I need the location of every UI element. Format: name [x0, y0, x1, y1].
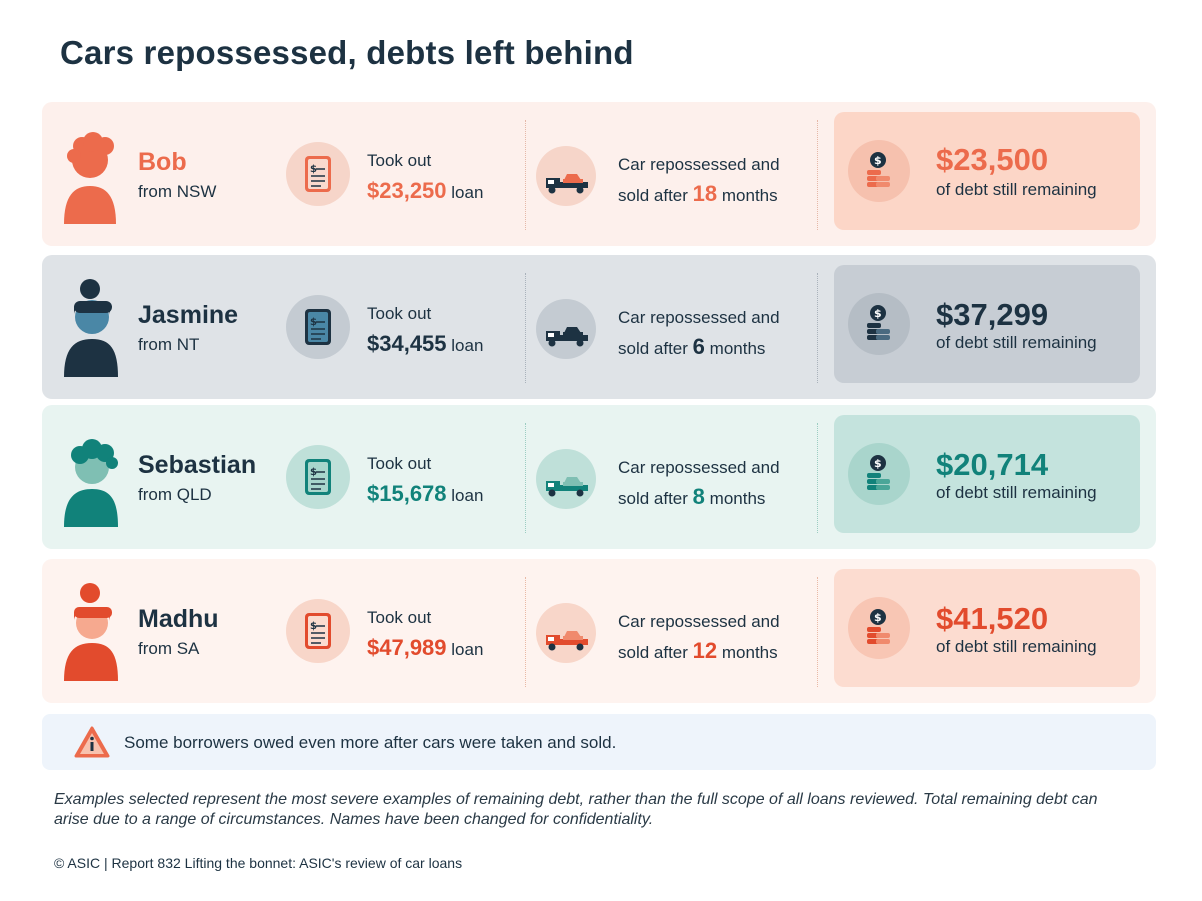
repossession-line: Car repossessed and — [618, 458, 780, 477]
svg-text:$: $ — [874, 307, 882, 320]
loan-info: Took out $15,678 loan — [367, 449, 483, 511]
debt-label: of debt still remaining — [936, 483, 1097, 502]
repossession-info: Car repossessed and sold after 8 months — [618, 453, 780, 513]
person-icon — [60, 277, 128, 377]
loan-amount: $34,455 — [367, 331, 447, 356]
months-label: months — [721, 643, 778, 662]
remaining-debt-box: $ $23,500 of debt still remaining — [834, 112, 1140, 230]
borrower-card-sebastian: Sebastian from QLD $ Took out $15,678 lo… — [42, 405, 1156, 549]
warning-icon — [74, 726, 110, 763]
person-icon — [60, 581, 128, 681]
borrower-card-madhu: Madhu from SA $ Took out $47,989 loan Ca… — [42, 559, 1156, 703]
divider — [525, 273, 526, 383]
coin-stack-icon: $ — [848, 443, 910, 505]
debt-label: of debt still remaining — [936, 180, 1097, 199]
svg-text:$: $ — [874, 457, 882, 470]
loan-suffix: loan — [451, 486, 484, 505]
tow-truck-icon — [536, 603, 596, 663]
loan-suffix: loan — [451, 640, 484, 659]
loan-prefix: Took out — [367, 608, 432, 627]
borrower-card-bob: Bob from NSW $ Took out $23,250 loan Car… — [42, 102, 1156, 246]
debt-label: of debt still remaining — [936, 637, 1097, 656]
debt-amount: $20,714 — [936, 447, 1049, 482]
remaining-debt-box: $ $37,299 of debt still remaining — [834, 265, 1140, 383]
footnote: Examples selected represent the most sev… — [54, 791, 1098, 828]
months-label: months — [721, 186, 778, 205]
svg-text:$: $ — [874, 154, 882, 167]
debt-amount: $23,500 — [936, 142, 1049, 177]
repossession-info: Car repossessed and sold after 6 months — [618, 303, 780, 363]
loan-prefix: Took out — [367, 454, 432, 473]
loan-info: Took out $23,250 loan — [367, 146, 483, 208]
divider — [525, 120, 526, 230]
debt-amount: $41,520 — [936, 601, 1049, 636]
borrower-state: from NSW — [138, 182, 217, 201]
loan-prefix: Took out — [367, 304, 432, 323]
repossession-info: Car repossessed and sold after 12 months — [618, 607, 780, 667]
borrower-state: from NT — [138, 335, 200, 354]
coin-stack-icon: $ — [848, 597, 910, 659]
sold-after-label: sold after — [618, 186, 688, 205]
months-value: 12 — [692, 638, 718, 663]
loan-prefix: Took out — [367, 151, 432, 170]
svg-text:$: $ — [310, 164, 317, 175]
divider — [525, 577, 526, 687]
loan-document-icon: $ — [286, 142, 350, 206]
svg-text:$: $ — [310, 467, 317, 478]
months-label: months — [709, 489, 766, 508]
svg-text:$: $ — [310, 621, 317, 632]
loan-amount: $15,678 — [367, 481, 447, 506]
person-icon — [60, 427, 128, 527]
borrower-name: Sebastian — [138, 451, 257, 479]
coin-stack-icon: $ — [848, 140, 910, 202]
repossession-line: Car repossessed and — [618, 612, 780, 631]
divider — [525, 423, 526, 533]
sold-after-label: sold after — [618, 489, 688, 508]
svg-text:$: $ — [310, 317, 317, 328]
borrower-state: from QLD — [138, 485, 212, 504]
sold-after-label: sold after — [618, 643, 688, 662]
borrower-name: Bob — [138, 148, 187, 176]
borrower-card-jasmine: Jasmine from NT $ Took out $34,455 loan … — [42, 255, 1156, 399]
repossession-line: Car repossessed and — [618, 308, 780, 327]
months-value: 8 — [692, 484, 705, 509]
page-title: Cars repossessed, debts left behind — [60, 34, 634, 71]
remaining-debt-box: $ $41,520 of debt still remaining — [834, 569, 1140, 687]
warning-callout: Some borrowers owed even more after cars… — [42, 714, 1156, 770]
borrower-name: Jasmine — [138, 301, 239, 329]
loan-document-icon: $ — [286, 295, 350, 359]
loan-amount: $47,989 — [367, 635, 447, 660]
loan-info: Took out $47,989 loan — [367, 603, 483, 665]
person-icon — [60, 124, 128, 224]
loan-suffix: loan — [451, 183, 484, 202]
loan-document-icon: $ — [286, 599, 350, 663]
callout-text: Some borrowers owed even more after cars… — [124, 733, 617, 752]
loan-suffix: loan — [451, 336, 484, 355]
months-label: months — [709, 339, 766, 358]
divider — [817, 423, 818, 533]
coin-stack-icon: $ — [848, 293, 910, 355]
months-value: 6 — [692, 334, 705, 359]
repossession-info: Car repossessed and sold after 18 months — [618, 150, 780, 210]
remaining-debt-box: $ $20,714 of debt still remaining — [834, 415, 1140, 533]
copyright-source: © ASIC | Report 832 Lifting the bonnet: … — [54, 855, 463, 871]
tow-truck-icon — [536, 146, 596, 206]
divider — [817, 273, 818, 383]
loan-document-icon: $ — [286, 445, 350, 509]
months-value: 18 — [692, 181, 718, 206]
svg-text:$: $ — [874, 611, 882, 624]
tow-truck-icon — [536, 299, 596, 359]
loan-amount: $23,250 — [367, 178, 447, 203]
debt-amount: $37,299 — [936, 297, 1049, 332]
debt-label: of debt still remaining — [936, 333, 1097, 352]
divider — [817, 120, 818, 230]
borrower-name: Madhu — [138, 605, 219, 633]
sold-after-label: sold after — [618, 339, 688, 358]
loan-info: Took out $34,455 loan — [367, 299, 483, 361]
borrower-state: from SA — [138, 639, 200, 658]
divider — [817, 577, 818, 687]
tow-truck-icon — [536, 449, 596, 509]
repossession-line: Car repossessed and — [618, 155, 780, 174]
